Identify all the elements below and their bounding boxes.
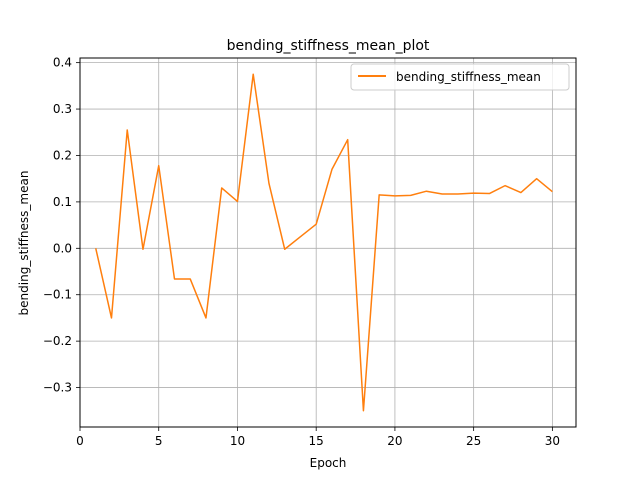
y-tick-label: 0.2 <box>53 148 72 162</box>
y-tick-label: −0.3 <box>43 381 72 395</box>
x-tick-label: 25 <box>466 434 481 448</box>
x-axis-ticks: 0 5 10 15 20 25 30 <box>76 427 560 448</box>
y-tick-label: 0.4 <box>53 56 72 70</box>
legend: bending_stiffness_mean <box>350 63 570 91</box>
y-tick-label: −0.1 <box>43 288 72 302</box>
y-tick-label: 0.0 <box>53 241 72 255</box>
y-axis-label: bending_stiffness_mean <box>17 171 31 316</box>
x-tick-label: 15 <box>309 434 324 448</box>
y-tick-label: 0.1 <box>53 195 72 209</box>
x-tick-label: 10 <box>230 434 245 448</box>
legend-entry: bending_stiffness_mean <box>396 70 541 84</box>
x-tick-label: 30 <box>545 434 560 448</box>
legend-box <box>350 63 570 91</box>
chart-title: bending_stiffness_mean_plot <box>227 38 430 54</box>
y-tick-label: 0.3 <box>53 102 72 116</box>
series-layer <box>95 73 553 412</box>
series-line <box>95 73 553 412</box>
x-axis-label: Epoch <box>310 456 347 470</box>
x-tick-label: 0 <box>76 434 84 448</box>
grid-lines <box>79 58 576 427</box>
x-tick-label: 20 <box>387 434 402 448</box>
plot-frame <box>79 57 577 428</box>
y-axis-ticks: −0.3 −0.2 −0.1 0.0 0.1 0.2 0.3 0.4 <box>43 56 80 395</box>
x-tick-label: 5 <box>155 434 163 448</box>
y-tick-label: −0.2 <box>43 334 72 348</box>
